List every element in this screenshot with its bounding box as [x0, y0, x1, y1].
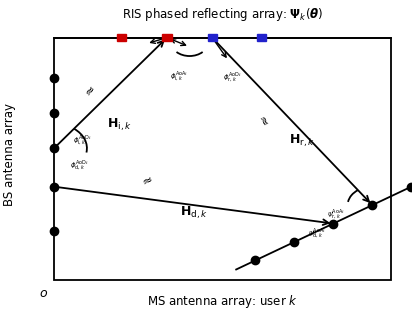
Text: $\phi_{\mathrm{i},k}^{\mathrm{AoD}_\ell}$: $\phi_{\mathrm{i},k}^{\mathrm{AoD}_\ell}… [73, 134, 91, 147]
Text: $\approx$: $\approx$ [80, 82, 98, 101]
Text: $\mathbf{H}_{\mathrm{d},k}$: $\mathbf{H}_{\mathrm{d},k}$ [180, 205, 208, 221]
Bar [54, 37, 391, 280]
Text: BS antenna array: BS antenna array [3, 103, 16, 206]
Text: $\phi_{\mathrm{d},k}^{\mathrm{AoD}_\ell}$: $\phi_{\mathrm{d},k}^{\mathrm{AoD}_\ell}… [70, 158, 88, 172]
Text: $\mathbf{H}_{\mathrm{r},k}$: $\mathbf{H}_{\mathrm{r},k}$ [290, 132, 316, 149]
Bar [117, 34, 126, 41]
Text: $o$: $o$ [39, 287, 48, 300]
Text: $\mathbf{H}_{\mathrm{i},k}$: $\mathbf{H}_{\mathrm{i},k}$ [108, 117, 132, 134]
Text: $\approx$: $\approx$ [138, 172, 155, 189]
Bar [208, 34, 217, 41]
Bar [257, 34, 266, 41]
Bar [162, 34, 171, 41]
Text: $\phi_{\mathrm{r},k}^{\mathrm{AoD}_\ell}$: $\phi_{\mathrm{r},k}^{\mathrm{AoD}_\ell}… [223, 71, 242, 84]
Text: RIS phased reflecting array: $\boldsymbol{\Psi}_k(\boldsymbol{\theta})$: RIS phased reflecting array: $\boldsymbo… [122, 6, 323, 23]
Text: $\psi_{\mathrm{r},k}^{\mathrm{AoA}_\ell}$: $\psi_{\mathrm{r},k}^{\mathrm{AoA}_\ell}… [327, 207, 345, 221]
Text: $\phi_{\mathrm{i},k}^{\mathrm{AoA}_\ell}$: $\phi_{\mathrm{i},k}^{\mathrm{AoA}_\ell}… [170, 69, 188, 83]
Text: MS antenna array: user $k$: MS antenna array: user $k$ [147, 293, 298, 310]
Text: $\psi_{\mathrm{d},k}^{\mathrm{AoA}_\ell}$: $\psi_{\mathrm{d},k}^{\mathrm{AoA}_\ell}… [308, 226, 326, 240]
Text: $\approx$: $\approx$ [255, 110, 272, 128]
